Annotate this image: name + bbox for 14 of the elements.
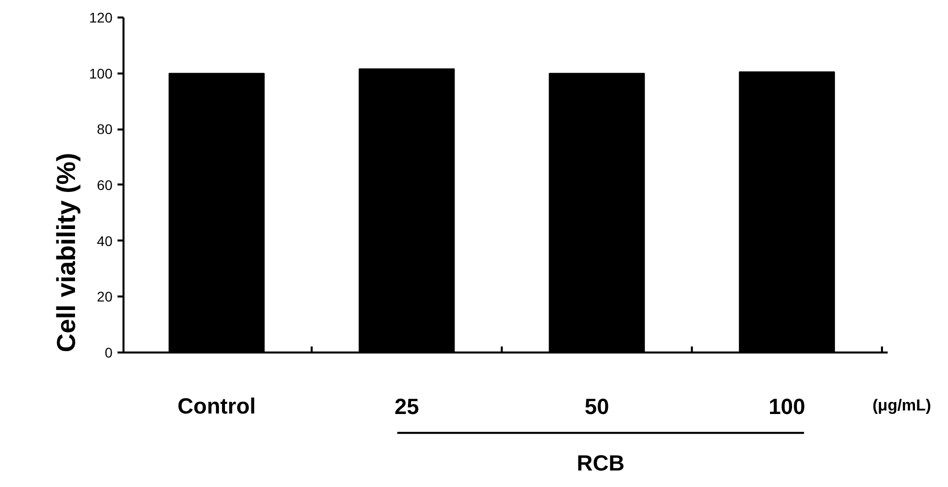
y-axis-title: Cell viability (%) [51, 152, 82, 352]
text: (μg/mL) [872, 398, 932, 415]
y-tick-label: 0 [104, 344, 113, 360]
y-tick-label: 120 [89, 10, 113, 26]
x-tick-label: 50 [584, 394, 610, 420]
y-tick-label: 60 [96, 177, 113, 193]
y-tick-label: 80 [96, 121, 113, 138]
y-tick-label: 100 [89, 65, 113, 82]
x-tick-label: 25 [394, 394, 419, 420]
text: RCB [576, 450, 624, 476]
y-tick-label: 20 [96, 288, 113, 305]
x-tick-label: Control [178, 394, 256, 419]
x-tick-label: 100 [768, 394, 806, 420]
y-tick-label: 40 [96, 232, 113, 249]
